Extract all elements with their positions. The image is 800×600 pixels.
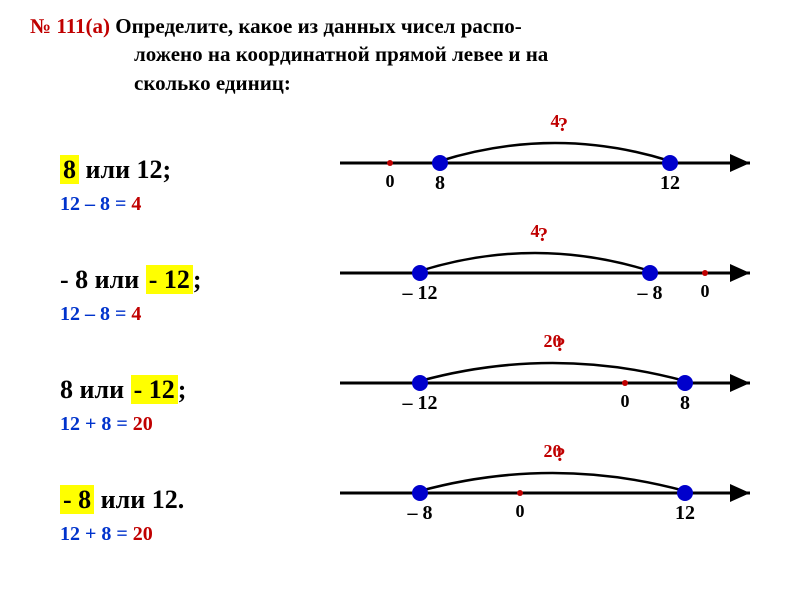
calc-expression: 12 + 8 =: [60, 413, 133, 435]
point-label: – 8: [637, 282, 663, 304]
problem-text-2: ложено на координатной прямой левее и на: [30, 42, 548, 66]
arc-question-mark: ?: [556, 445, 566, 466]
highlighted-number: 8: [60, 155, 79, 184]
number-line-point: [642, 265, 658, 281]
number-line-point: [412, 265, 428, 281]
arc-question-mark: ?: [556, 335, 566, 356]
number-line-point: [412, 485, 428, 501]
origin-dot: [387, 160, 393, 166]
origin-label: 0: [621, 391, 630, 411]
origin-dot: [622, 380, 628, 386]
problem-header: № 111(а) Определите, какое из данных чис…: [30, 12, 770, 97]
number-pair: 8 или - 12;: [60, 375, 310, 405]
calculation: 12 + 8 = 20: [60, 523, 310, 546]
calc-result: 4: [131, 303, 141, 325]
origin-dot: [517, 490, 523, 496]
calc-result: 4: [131, 193, 141, 215]
point-label: 12: [660, 172, 680, 194]
arc-question-mark: ?: [558, 115, 568, 136]
point-label: 8: [680, 392, 690, 414]
pair-and-calc: - 8 или - 12; 12 – 8 = 4: [60, 265, 310, 326]
number-line-point: [432, 155, 448, 171]
problem-number: № 111(а): [30, 14, 110, 38]
pair-and-calc: - 8 или 12. 12 + 8 = 20: [60, 485, 310, 546]
arc-question-mark: ?: [538, 225, 548, 246]
calculation: 12 + 8 = 20: [60, 413, 310, 436]
number-pair: - 8 или - 12;: [60, 265, 310, 295]
number-pair: - 8 или 12.: [60, 485, 310, 515]
number-line-point: [677, 485, 693, 501]
calculation: 12 – 8 = 4: [60, 303, 310, 326]
origin-label: 0: [516, 501, 525, 521]
point-label: – 12: [402, 282, 438, 304]
origin-dot: [702, 270, 708, 276]
number-line: 20?– 8012: [310, 445, 780, 540]
number-line-point: [677, 375, 693, 391]
origin-label: 0: [701, 281, 710, 301]
calc-result: 20: [133, 413, 153, 435]
number-line: 4?0812: [310, 115, 780, 210]
problem-text-1: Определите, какое из данных чисел распо-: [115, 14, 522, 38]
pair-and-calc: 8 или - 12; 12 + 8 = 20: [60, 375, 310, 436]
pair-and-calc: 8 или 12; 12 – 8 = 4: [60, 155, 310, 216]
highlighted-number: - 12: [146, 265, 193, 294]
calc-expression: 12 – 8 =: [60, 303, 131, 325]
number-line: 20?– 1208: [310, 335, 780, 430]
problem-text-3: сколько единиц:: [30, 71, 291, 95]
number-line-point: [662, 155, 678, 171]
origin-label: 0: [386, 171, 395, 191]
point-label: 12: [675, 502, 695, 524]
calculation: 12 – 8 = 4: [60, 193, 310, 216]
highlighted-number: - 12: [131, 375, 178, 404]
number-line-point: [412, 375, 428, 391]
calc-expression: 12 – 8 =: [60, 193, 131, 215]
highlighted-number: - 8: [60, 485, 94, 514]
point-label: – 8: [407, 502, 433, 524]
number-line: 4?– 12– 80: [310, 225, 780, 320]
calc-expression: 12 + 8 =: [60, 523, 133, 545]
point-label: – 12: [402, 392, 438, 414]
calc-result: 20: [133, 523, 153, 545]
point-label: 8: [435, 172, 445, 194]
number-pair: 8 или 12;: [60, 155, 310, 185]
